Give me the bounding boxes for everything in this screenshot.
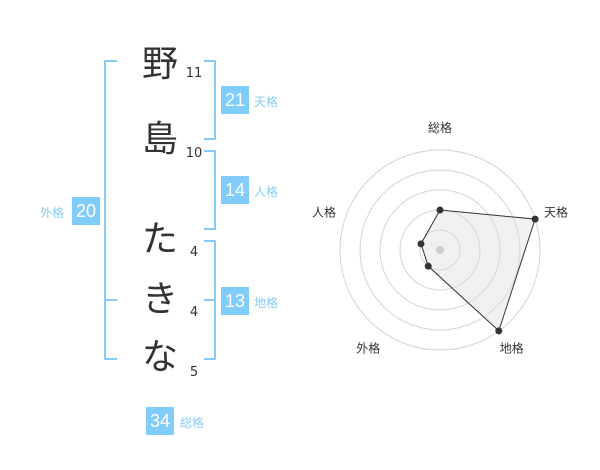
radar-axis-label: 人格 — [312, 204, 336, 219]
tenkaku-value: 21 — [221, 86, 249, 114]
radar-ring — [359, 169, 521, 331]
radar-center — [436, 246, 444, 254]
stroke-count: 5 — [189, 365, 199, 380]
stroke-count: 4 — [189, 305, 199, 320]
radar-axis-label: 天格 — [544, 204, 568, 219]
stroke-count: 10 — [185, 146, 203, 161]
soukaku-value: 34 — [146, 407, 174, 435]
stroke-count: 11 — [185, 66, 203, 81]
radar-point — [495, 327, 503, 335]
chikaku-value: 13 — [221, 287, 249, 315]
radar-point — [417, 240, 425, 248]
radar-axis-label: 外格 — [356, 341, 380, 356]
jinkaku-label: 人格 — [254, 185, 279, 199]
radar-ring — [339, 149, 541, 351]
soukaku-label: 総格 — [180, 416, 205, 430]
radar-point — [436, 206, 444, 214]
chikaku-label: 地格 — [254, 296, 279, 310]
radar-point — [424, 262, 432, 270]
name-char: 島 — [141, 119, 178, 160]
gaikaku-value: 20 — [72, 197, 100, 225]
radar-area — [420, 209, 536, 332]
radar-ring — [379, 189, 501, 311]
radar-axis-label: 地格 — [500, 341, 524, 356]
name-char: き — [141, 279, 178, 320]
gaikaku-label: 外格 — [40, 206, 65, 220]
tenkaku-label: 天格 — [254, 95, 279, 109]
radar-point — [531, 215, 539, 223]
stroke-count: 4 — [189, 245, 199, 260]
radar-axis-label: 総格 — [428, 120, 452, 135]
radar-ring — [419, 229, 461, 271]
name-char: た — [141, 219, 178, 260]
name-char: な — [141, 337, 178, 378]
name-char: 野 — [141, 44, 178, 85]
jinkaku-value: 14 — [221, 176, 249, 204]
